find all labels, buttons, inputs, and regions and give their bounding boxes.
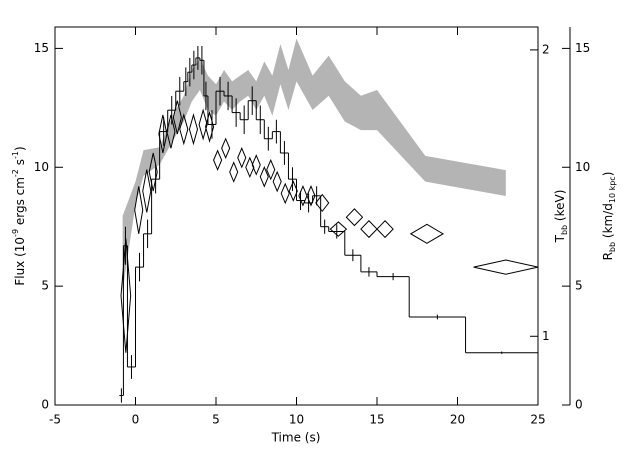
y-tick-label: 15: [34, 41, 49, 55]
radius-diamond: [158, 114, 168, 154]
radius-diamond: [142, 169, 152, 213]
x-tick-label: 10: [289, 413, 304, 427]
radius-diamond: [473, 259, 539, 275]
radius-diamond: [329, 221, 348, 237]
label-part: bb: [608, 242, 617, 252]
y3-tick-label: 10: [575, 160, 590, 174]
x-tick-label: 20: [450, 413, 465, 427]
x-tick-label: 5: [212, 413, 220, 427]
y-tick-label: 5: [41, 279, 49, 293]
label-part: T: [553, 234, 567, 243]
radius-diamond: [245, 156, 255, 179]
y2-axis-label: Tbb (keV): [553, 190, 570, 244]
x-tick-label: 0: [132, 413, 140, 427]
y3-tick-label: 15: [575, 41, 590, 55]
label-part: ): [601, 172, 615, 177]
radius-diamond: [172, 100, 182, 135]
radius-diamond: [213, 149, 223, 171]
label-part: R: [601, 252, 615, 260]
radius-diamond: [229, 161, 239, 183]
label-part: (km/d: [601, 203, 615, 242]
label-part: -2: [11, 169, 20, 177]
y3-tick-label: 5: [575, 279, 583, 293]
label-part: ergs cm: [13, 177, 27, 229]
radius-diamond: [259, 165, 269, 188]
radius-diamond: [198, 108, 208, 141]
x-tick-label: 25: [530, 413, 545, 427]
label-part: s: [13, 159, 27, 169]
label-part: -9: [11, 229, 20, 237]
radius-diamond: [272, 170, 282, 193]
radius-diamond: [221, 137, 231, 160]
label-part: 10 kpc: [608, 176, 617, 203]
y-tick-label: 0: [41, 398, 49, 412]
radius-diamond: [237, 146, 247, 169]
radius-diamond: [280, 182, 290, 205]
radius-diamond: [188, 113, 199, 146]
y-tick-label: 10: [34, 160, 49, 174]
label-part: -1: [11, 151, 20, 159]
y-axis-label: Flux (10-9 ergs cm-2 s-1): [11, 146, 27, 285]
radius-diamond: [288, 180, 298, 202]
radius-diamond: [315, 193, 330, 213]
y2-tick-label: 2: [542, 42, 550, 56]
radius-diamond: [266, 158, 276, 181]
label-part: (keV): [553, 190, 567, 225]
radius-diamond: [251, 154, 261, 176]
x-tick-label: -5: [49, 413, 61, 427]
radius-diamond: [166, 114, 176, 149]
radius-diamond: [134, 186, 144, 234]
x-axis-label: Time (s): [271, 431, 321, 445]
label-part: ): [13, 146, 27, 151]
radius-diamond: [409, 223, 444, 244]
radius-diamond: [306, 185, 316, 207]
radius-diamond: [345, 208, 364, 227]
label-part: bb: [560, 225, 569, 235]
y2-tick-label: 1: [542, 329, 550, 343]
radius-diamond: [148, 152, 158, 192]
radius-diamond: [376, 220, 394, 239]
y3-tick-label: 0: [575, 398, 583, 412]
label-part: Flux (10: [13, 237, 27, 286]
radius-diamond: [205, 110, 215, 143]
radius-diamond: [179, 113, 189, 146]
radius-diamond: [120, 238, 132, 353]
temperature-band: [122, 38, 506, 291]
x-tick-label: 15: [369, 413, 384, 427]
y3-axis-label: Rbb (km/d10 kpc): [601, 172, 618, 261]
